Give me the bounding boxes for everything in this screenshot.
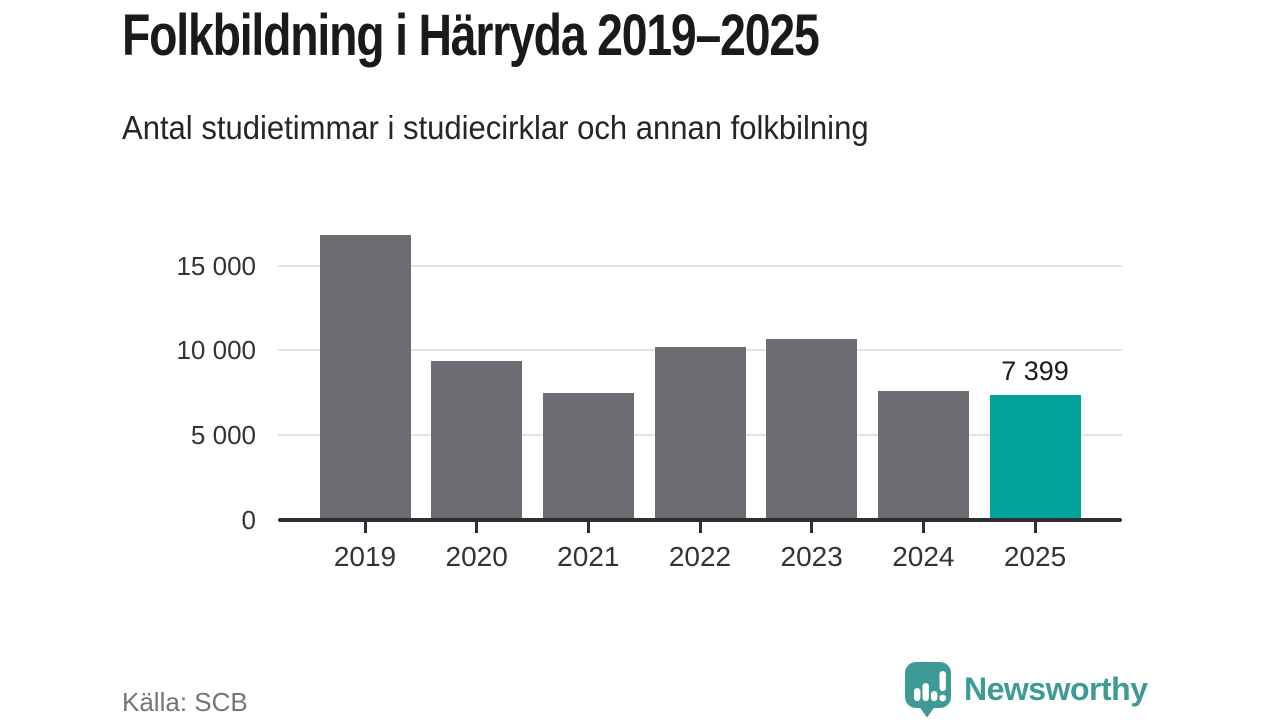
brand-name: Newsworthy xyxy=(964,670,1148,707)
bar-2021 xyxy=(542,392,634,520)
x-tick-mark-2023 xyxy=(810,522,814,533)
x-tick-label-2019: 2019 xyxy=(333,541,397,572)
y-tick-label-15000: 15 000 xyxy=(176,250,256,281)
x-tick-label-2024: 2024 xyxy=(892,541,955,572)
x-tick-mark-2022 xyxy=(698,522,702,533)
x-tick-mark-2024 xyxy=(921,522,925,533)
chart-subtitle: Antal studietimmar i studiecirklar och a… xyxy=(122,109,869,146)
bar-2019 xyxy=(319,235,411,520)
bar-2020 xyxy=(431,360,523,520)
bar-2025 xyxy=(989,394,1081,520)
bar-2024 xyxy=(877,391,969,520)
y-tick-label-10000: 10 000 xyxy=(176,335,256,366)
x-tick-label-2020: 2020 xyxy=(445,541,508,572)
x-tick-mark-2020 xyxy=(475,522,479,533)
x-tick-mark-2025 xyxy=(1033,522,1037,533)
x-tick-label-2025: 2025 xyxy=(1003,541,1067,572)
x-tick-label-2022: 2022 xyxy=(668,541,732,572)
bar-2023 xyxy=(766,339,858,520)
chart-title: Folkbildning i Härryda 2019–2025 xyxy=(122,3,820,68)
bar-2022 xyxy=(654,347,746,520)
x-tick-label-2023: 2023 xyxy=(780,541,843,572)
x-tick-mark-2019 xyxy=(363,522,367,533)
y-tick-label-0: 0 xyxy=(241,505,256,535)
brand-logo: Newsworthy xyxy=(901,660,1148,718)
x-tick-label-2021: 2021 xyxy=(557,541,620,572)
source-note: Källa: SCB xyxy=(122,687,248,717)
y-tick-label-5000: 5 000 xyxy=(190,420,256,451)
x-tick-mark-2021 xyxy=(586,522,590,533)
gridline-15000 xyxy=(278,264,1122,267)
x-axis-line xyxy=(278,518,1122,522)
newsworthy-logo-icon xyxy=(905,662,951,718)
highlight-value-label: 7 399 xyxy=(1001,355,1069,386)
